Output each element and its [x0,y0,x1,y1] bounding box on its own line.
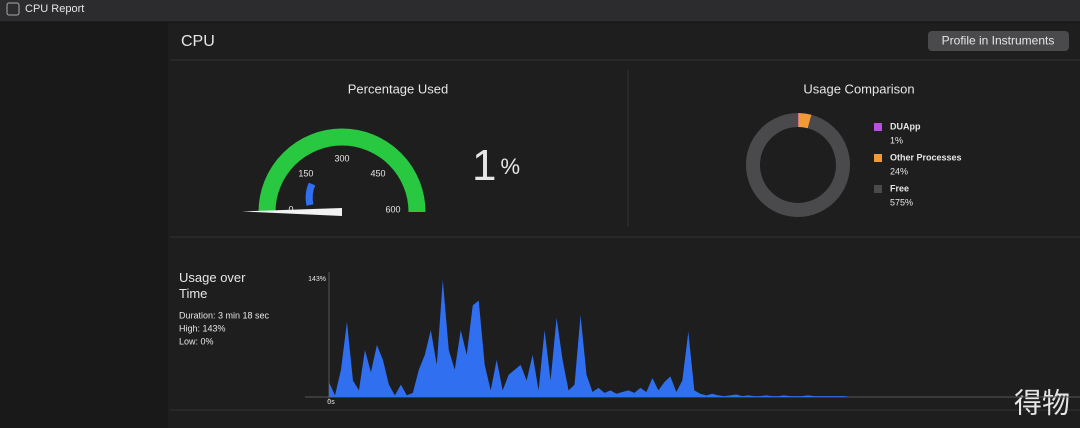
usage-number: 1 [472,141,496,190]
window-title: CPU Report [25,3,84,15]
header-title: CPU [181,33,215,50]
usage-area [329,279,862,397]
watermark: 得物 [1014,387,1070,418]
donut-segment [746,113,850,217]
y-tick-label: 143% [308,276,326,283]
timeline-low: Low: 0% [179,336,214,346]
gauge-tick-label: 600 [385,204,400,214]
profile-button-label[interactable]: Profile in Instruments [942,34,1055,48]
window-icon [6,2,20,16]
legend-swatch [874,185,882,193]
gauge-arc [258,128,426,213]
legend-name: DUApp [890,121,921,131]
timeline-high: High: 143% [179,323,226,333]
title-bar [0,0,1080,22]
timeline-duration: Duration: 3 min 18 sec [179,310,270,320]
legend-value: 1% [890,135,903,145]
legend-name: Free [890,183,909,193]
donut-segment [798,113,812,129]
gauge-tick-label: 150 [298,168,313,178]
legend-value: 575% [890,197,913,207]
legend-value: 24% [890,166,908,176]
gauge-tick-label: 0 [288,204,293,214]
legend-swatch [874,123,882,131]
usage-unit: % [500,154,520,179]
comparison-title: Usage Comparison [803,81,914,96]
x-tick-label: 0s [327,399,335,406]
gauge-title: Percentage Used [348,81,448,96]
profile-button[interactable] [928,31,1069,51]
timeline-title: Usage over Time [179,270,246,301]
legend-swatch [874,154,882,162]
gauge-needle [242,208,343,216]
sidebar [0,23,168,428]
gauge-tick-label: 450 [371,168,386,178]
usage-value: 1% [472,141,520,190]
legend-name: Other Processes [890,152,962,162]
gauge-inner-arc [305,182,316,206]
gauge-tick-label: 300 [334,153,349,163]
